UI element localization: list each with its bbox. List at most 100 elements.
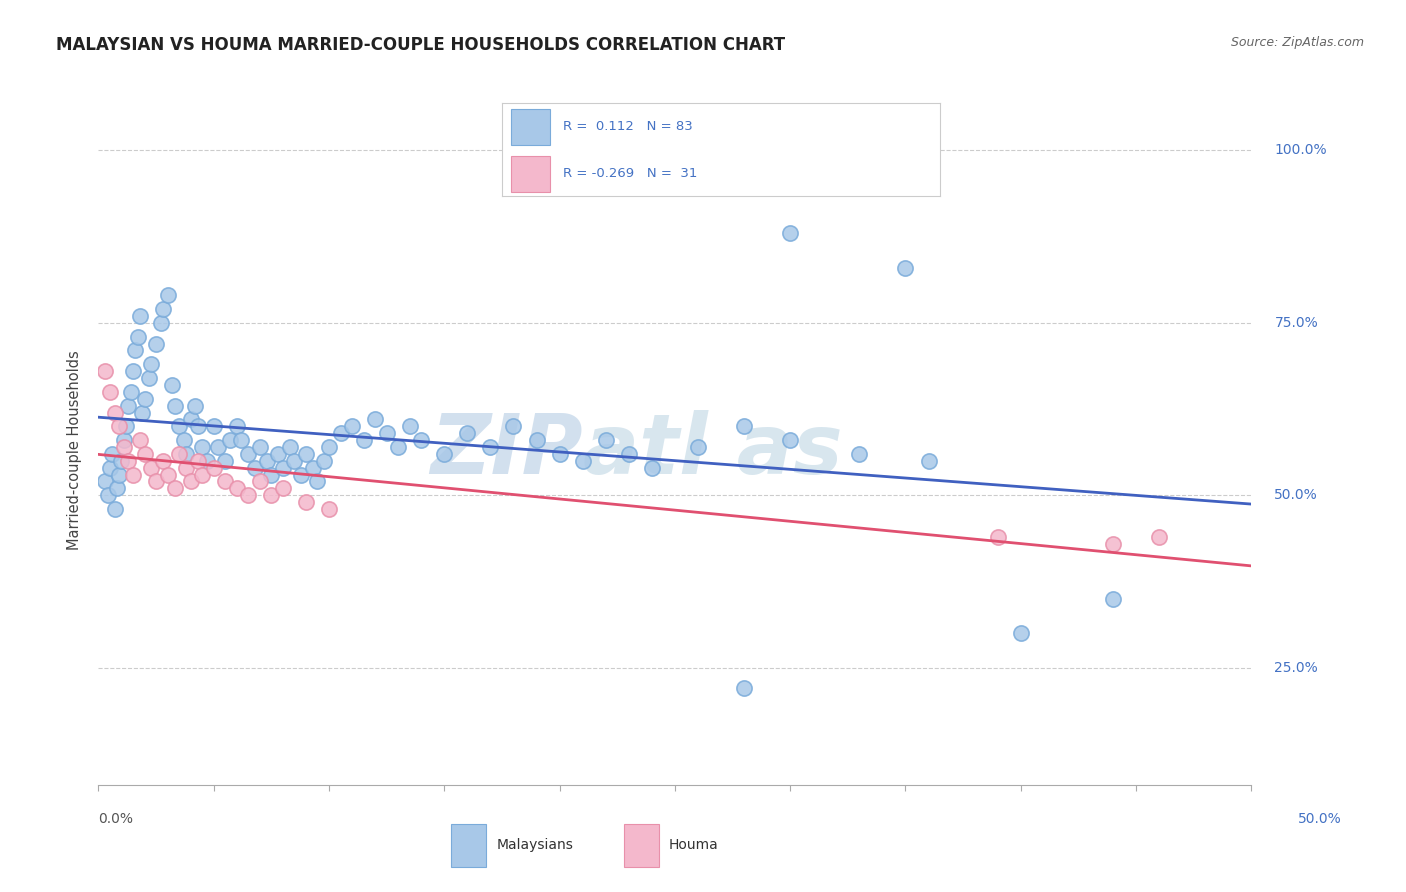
Point: [156, 467, 179, 482]
Point: [256, 454, 278, 468]
Point: [398, 419, 420, 434]
Point: [117, 399, 139, 413]
Point: [187, 454, 209, 468]
Text: MALAYSIAN VS HOUMA MARRIED-COUPLE HOUSEHOLDS CORRELATION CHART: MALAYSIAN VS HOUMA MARRIED-COUPLE HOUSEH…: [56, 36, 786, 54]
Point: [163, 399, 186, 413]
Point: [302, 460, 325, 475]
Point: [187, 419, 209, 434]
Point: [364, 412, 387, 426]
Point: [149, 316, 172, 330]
Point: [191, 467, 214, 482]
Point: [411, 433, 433, 447]
Point: [1102, 591, 1125, 606]
Point: [145, 336, 167, 351]
Point: [329, 426, 352, 441]
Point: [108, 419, 131, 434]
Point: [571, 454, 593, 468]
Point: [180, 475, 202, 489]
Point: [231, 433, 253, 447]
Point: [733, 681, 755, 696]
Point: [97, 488, 120, 502]
Point: [167, 419, 190, 434]
Point: [160, 378, 183, 392]
Point: [127, 329, 149, 343]
Point: [249, 440, 271, 454]
Text: 50.0%: 50.0%: [1298, 812, 1341, 826]
Point: [238, 447, 260, 461]
Point: [195, 454, 218, 468]
Point: [98, 460, 121, 475]
Point: [184, 399, 207, 413]
Point: [548, 447, 571, 461]
Point: [117, 454, 139, 468]
Text: 75.0%: 75.0%: [1274, 316, 1319, 330]
Point: [225, 419, 247, 434]
Point: [112, 440, 135, 454]
Point: [260, 488, 283, 502]
Y-axis label: Married-couple Households: Married-couple Households: [67, 351, 83, 550]
Point: [152, 454, 174, 468]
Point: [779, 433, 801, 447]
Point: [295, 447, 318, 461]
Point: [260, 467, 283, 482]
Point: [141, 460, 163, 475]
Point: [145, 475, 167, 489]
Point: [894, 260, 917, 275]
Point: [249, 475, 271, 489]
Point: [617, 447, 640, 461]
Point: [152, 301, 174, 316]
Point: [290, 467, 312, 482]
Point: [375, 426, 398, 441]
Point: [122, 364, 145, 378]
Point: [103, 502, 125, 516]
Point: [167, 447, 190, 461]
Point: [318, 440, 340, 454]
Point: [433, 447, 456, 461]
Point: [156, 288, 179, 302]
Point: [202, 460, 225, 475]
Point: [387, 440, 409, 454]
Point: [340, 419, 363, 434]
Point: [174, 460, 197, 475]
Point: [502, 419, 524, 434]
Text: Source: ZipAtlas.com: Source: ZipAtlas.com: [1230, 36, 1364, 49]
Point: [267, 447, 290, 461]
Point: [479, 440, 502, 454]
Point: [456, 426, 478, 441]
Point: [174, 447, 197, 461]
Text: 100.0%: 100.0%: [1274, 144, 1327, 158]
Point: [1147, 530, 1170, 544]
Point: [120, 384, 142, 399]
Point: [131, 405, 153, 419]
Point: [134, 447, 156, 461]
Point: [129, 309, 152, 323]
Point: [112, 433, 135, 447]
Text: atl as: atl as: [582, 410, 842, 491]
Point: [122, 467, 145, 482]
Point: [1010, 626, 1032, 640]
Point: [245, 460, 267, 475]
Point: [98, 384, 121, 399]
Point: [105, 482, 128, 496]
Text: ZIP: ZIP: [430, 410, 582, 491]
Text: 0.0%: 0.0%: [98, 812, 134, 826]
Point: [214, 454, 236, 468]
Point: [225, 482, 247, 496]
Point: [307, 475, 329, 489]
Point: [238, 488, 260, 502]
Point: [207, 440, 229, 454]
Point: [110, 454, 132, 468]
Point: [779, 226, 801, 240]
Point: [1102, 536, 1125, 550]
Point: [595, 433, 617, 447]
Point: [295, 495, 318, 509]
Point: [318, 502, 340, 516]
Point: [141, 357, 163, 371]
Text: 50.0%: 50.0%: [1274, 488, 1319, 502]
Point: [191, 440, 214, 454]
Point: [271, 482, 294, 496]
Point: [138, 371, 160, 385]
Point: [218, 433, 240, 447]
Point: [94, 364, 117, 378]
Point: [124, 343, 146, 358]
